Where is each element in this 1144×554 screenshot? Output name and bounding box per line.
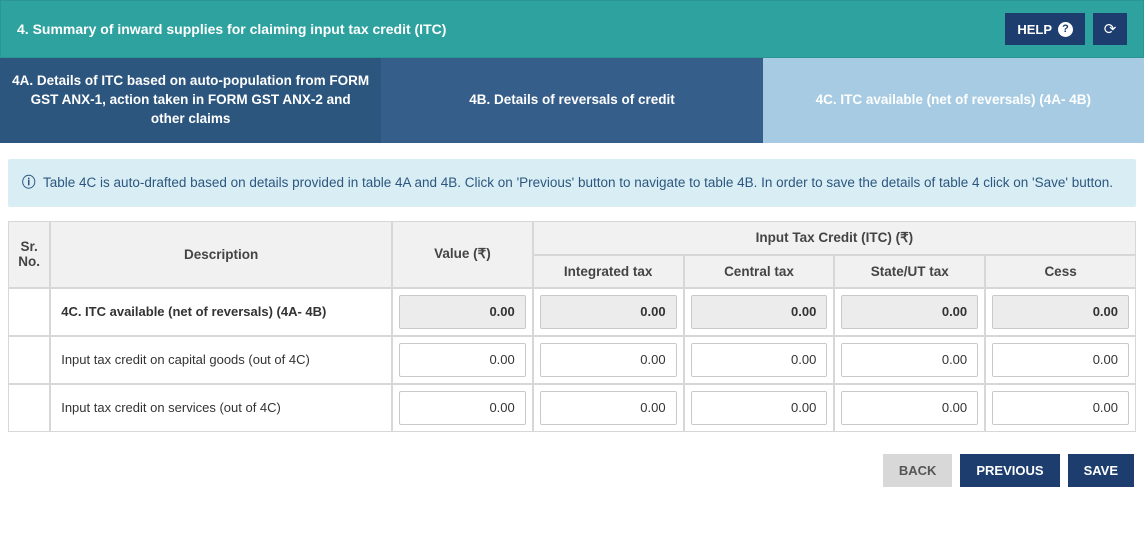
- integrated-input[interactable]: [540, 391, 677, 425]
- cell-cess: [985, 384, 1136, 432]
- table-row: 4C. ITC available (net of reversals) (4A…: [8, 288, 1136, 336]
- tab-4b[interactable]: 4B. Details of reversals of credit: [381, 58, 762, 143]
- cell-description: Input tax credit on services (out of 4C): [50, 384, 392, 432]
- refresh-icon: ⟳: [1104, 20, 1117, 38]
- help-icon: ?: [1058, 22, 1073, 37]
- cell-state: [834, 384, 985, 432]
- cell-central: [684, 384, 835, 432]
- footer-actions: BACK PREVIOUS SAVE: [0, 432, 1144, 499]
- integrated-input[interactable]: [540, 343, 677, 377]
- cess-input[interactable]: [992, 343, 1129, 377]
- central-input[interactable]: [691, 391, 828, 425]
- table-row: Input tax credit on services (out of 4C): [8, 384, 1136, 432]
- th-itc-group: Input Tax Credit (ITC) (₹): [533, 221, 1136, 255]
- refresh-button[interactable]: ⟳: [1093, 13, 1127, 45]
- value-input[interactable]: [399, 343, 526, 377]
- state-input[interactable]: [841, 343, 978, 377]
- cell-cess: [985, 336, 1136, 384]
- cell-state: [834, 288, 985, 336]
- help-label: HELP: [1017, 22, 1052, 37]
- tab-4b-label: 4B. Details of reversals of credit: [469, 91, 675, 110]
- cell-central: [684, 288, 835, 336]
- tab-4c-label: 4C. ITC available (net of reversals) (4A…: [816, 91, 1091, 110]
- section-title: 4. Summary of inward supplies for claimi…: [17, 21, 446, 37]
- cell-integrated: [533, 384, 684, 432]
- cell-value: [392, 288, 533, 336]
- header-actions: HELP ? ⟳: [1005, 13, 1127, 45]
- table-body: 4C. ITC available (net of reversals) (4A…: [8, 288, 1136, 432]
- state-input[interactable]: [841, 391, 978, 425]
- tab-4a[interactable]: 4A. Details of ITC based on auto-populat…: [0, 58, 381, 143]
- cell-cess: [985, 288, 1136, 336]
- table-head: Sr. No. Description Value (₹) Input Tax …: [8, 221, 1136, 288]
- cell-srno: [8, 384, 50, 432]
- tab-4a-label: 4A. Details of ITC based on auto-populat…: [12, 72, 369, 129]
- value-input: [399, 295, 526, 329]
- cess-input: [992, 295, 1129, 329]
- previous-button[interactable]: PREVIOUS: [960, 454, 1059, 487]
- cell-description: Input tax credit on capital goods (out o…: [50, 336, 392, 384]
- central-input: [691, 295, 828, 329]
- cess-input[interactable]: [992, 391, 1129, 425]
- tab-4c[interactable]: 4C. ITC available (net of reversals) (4A…: [763, 58, 1144, 143]
- integrated-input: [540, 295, 677, 329]
- itc-table: Sr. No. Description Value (₹) Input Tax …: [8, 221, 1136, 432]
- th-srno: Sr. No.: [8, 221, 50, 288]
- th-integrated: Integrated tax: [533, 255, 684, 288]
- info-note: ⓘ Table 4C is auto-drafted based on deta…: [8, 159, 1136, 207]
- section-header: 4. Summary of inward supplies for claimi…: [0, 0, 1144, 58]
- table-row: Input tax credit on capital goods (out o…: [8, 336, 1136, 384]
- cell-integrated: [533, 288, 684, 336]
- th-value: Value (₹): [392, 221, 533, 288]
- th-state: State/UT tax: [834, 255, 985, 288]
- th-cess: Cess: [985, 255, 1136, 288]
- back-button[interactable]: BACK: [883, 454, 953, 487]
- tab-bar: 4A. Details of ITC based on auto-populat…: [0, 58, 1144, 143]
- cell-value: [392, 336, 533, 384]
- info-icon: ⓘ: [22, 173, 36, 193]
- cell-state: [834, 336, 985, 384]
- th-central: Central tax: [684, 255, 835, 288]
- th-description: Description: [50, 221, 392, 288]
- cell-value: [392, 384, 533, 432]
- info-text: Table 4C is auto-drafted based on detail…: [43, 175, 1113, 190]
- state-input: [841, 295, 978, 329]
- help-button[interactable]: HELP ?: [1005, 13, 1085, 45]
- cell-integrated: [533, 336, 684, 384]
- cell-srno: [8, 288, 50, 336]
- central-input[interactable]: [691, 343, 828, 377]
- cell-central: [684, 336, 835, 384]
- cell-srno: [8, 336, 50, 384]
- save-button[interactable]: SAVE: [1068, 454, 1134, 487]
- value-input[interactable]: [399, 391, 526, 425]
- cell-description: 4C. ITC available (net of reversals) (4A…: [50, 288, 392, 336]
